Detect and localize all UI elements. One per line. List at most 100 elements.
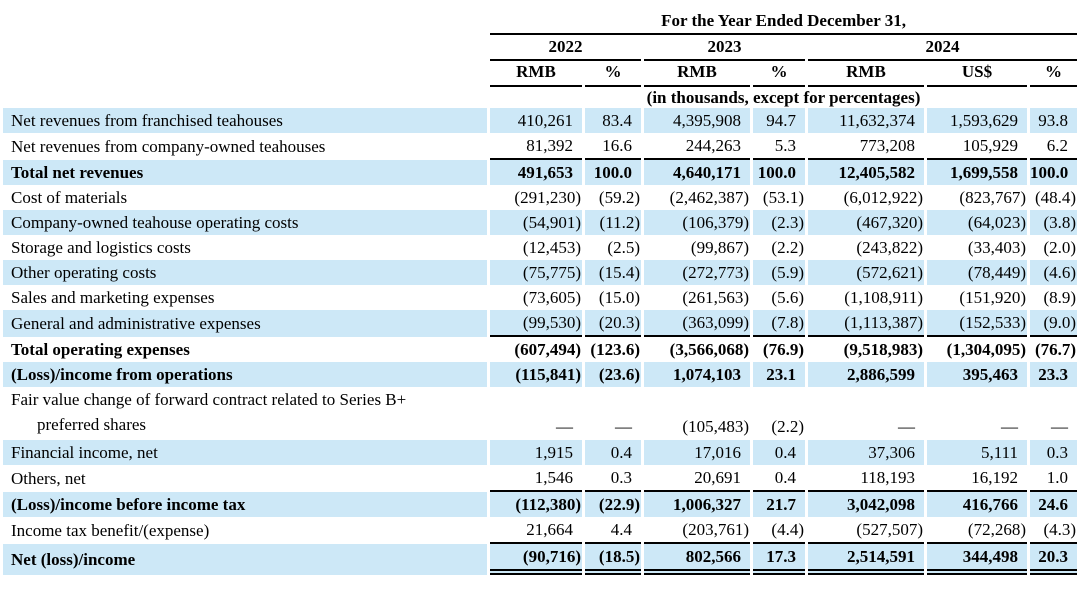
cell-rmb-2023: 20,691	[644, 465, 750, 492]
cell-rmb-2024: 118,193	[808, 465, 924, 492]
table-row: (Loss)/income from operations (115,841) …	[3, 362, 1078, 387]
cell-rmb-2022: (54,901)	[490, 210, 582, 235]
cell-usd-2024: (1,304,095)	[946, 339, 1026, 359]
table-row: Total net revenues 491,653 100.0 4,640,1…	[3, 160, 1078, 185]
col-header-usd-2024: US$	[927, 61, 1027, 87]
cell-rmb-2023: (106,379)	[644, 210, 750, 235]
cell-pct-2023: 23.1	[753, 362, 805, 387]
cell-rmb-2022: (291,230)	[514, 187, 581, 207]
cell-rmb-2024: (1,108,911)	[844, 287, 923, 307]
cell-rmb-2023: 4,395,908	[644, 108, 750, 133]
cell-rmb-2022: (607,494)	[514, 339, 581, 359]
cell-pct-2023: 21.7	[753, 492, 805, 517]
table-row: Other operating costs (75,775) (15.4) (2…	[3, 260, 1078, 285]
cell-pct-2023: (76.9)	[762, 339, 804, 359]
cell-rmb-2023: (272,773)	[644, 260, 750, 285]
cell-rmb-2022: 491,653	[490, 160, 582, 185]
cell-rmb-2022: 21,664	[490, 517, 582, 544]
cell-pct-2023: 0.4	[753, 440, 805, 465]
cell-rmb-2023: 802,566	[644, 544, 750, 575]
cell-rmb-2024: —	[898, 417, 915, 436]
cell-usd-2024: (151,920)	[959, 287, 1026, 307]
cell-pct-2022: (15.0)	[598, 287, 640, 307]
cell-rmb-2023: 244,263	[644, 133, 750, 160]
cell-pct-2024: 0.3	[1030, 440, 1078, 465]
year-header-2023: 2023	[644, 35, 805, 61]
table-row: Net revenues from franchised teahouses 4…	[3, 108, 1078, 133]
cell-usd-2024: (823,767)	[959, 187, 1026, 207]
cell-pct-2022: 0.4	[585, 440, 641, 465]
cell-pct-2022: (15.4)	[585, 260, 641, 285]
cell-pct-2024: (48.4)	[1034, 187, 1077, 207]
cell-pct-2022: (59.2)	[598, 187, 640, 207]
table-title: For the Year Ended December 31,	[490, 8, 1078, 35]
cell-usd-2024: (152,533)	[927, 310, 1027, 337]
cell-pct-2023: (2.2)	[771, 417, 804, 436]
header-units-row: (in thousands, except for percentages)	[3, 87, 1077, 108]
cell-rmb-2023: (2,462,387)	[669, 187, 749, 207]
row-label: Storage and logistics costs	[11, 238, 191, 257]
cell-rmb-2023: (261,563)	[682, 287, 749, 307]
cell-pct-2023: (5.9)	[753, 260, 805, 285]
cell-pct-2024: 100.0	[1030, 160, 1078, 185]
cell-pct-2022: (23.6)	[585, 362, 641, 387]
cell-rmb-2022: —	[556, 417, 573, 436]
cell-pct-2022: (18.5)	[585, 544, 641, 575]
cell-rmb-2024: 773,208	[808, 133, 924, 160]
cell-rmb-2024: 2,514,591	[808, 544, 924, 575]
cell-usd-2024: 416,766	[927, 492, 1027, 517]
cell-rmb-2023: 1,074,103	[644, 362, 750, 387]
row-label: Total operating expenses	[11, 340, 190, 359]
cell-pct-2023: 0.4	[753, 465, 805, 492]
cell-pct-2022: (123.6)	[590, 339, 640, 359]
table-row: Cost of materials (291,230) (59.2) (2,46…	[3, 185, 1077, 210]
cell-rmb-2024: 2,886,599	[808, 362, 924, 387]
cell-pct-2023: 17.3	[753, 544, 805, 575]
cell-pct-2023: 5.3	[753, 133, 805, 160]
table-row: General and administrative expenses (99,…	[3, 310, 1078, 337]
cell-pct-2024: (2.0)	[1043, 237, 1077, 257]
cell-pct-2024: (76.7)	[1034, 339, 1077, 359]
cell-rmb-2023: (203,761)	[644, 517, 750, 544]
cell-pct-2022: (22.9)	[585, 492, 641, 517]
cell-pct-2024: —	[1051, 417, 1069, 436]
cell-usd-2024: 395,463	[927, 362, 1027, 387]
header-spacer	[3, 35, 487, 61]
table-header: For the Year Ended December 31, 2022 202…	[3, 8, 1078, 108]
table-row: Others, net 1,546 0.3 20,691 0.4 118,193…	[3, 465, 1078, 492]
row-label: Other operating costs	[3, 260, 487, 285]
cell-usd-2024: (78,449)	[927, 260, 1027, 285]
cell-rmb-2024: (572,621)	[808, 260, 924, 285]
cell-pct-2024: (9.0)	[1030, 310, 1078, 337]
row-label: Net revenues from company-owned teahouse…	[11, 137, 326, 156]
cell-rmb-2023: 1,006,327	[644, 492, 750, 517]
cell-rmb-2022: (12,453)	[522, 237, 581, 257]
cell-rmb-2024: 3,042,098	[808, 492, 924, 517]
cell-pct-2023: (2.3)	[753, 210, 805, 235]
cell-pct-2024: 20.3	[1030, 544, 1078, 575]
header-title-row: For the Year Ended December 31,	[3, 8, 1078, 35]
cell-usd-2024: (72,268)	[927, 517, 1027, 544]
row-label: General and administrative expenses	[3, 310, 487, 337]
table-row: Total operating expenses (607,494) (123.…	[3, 337, 1077, 362]
cell-rmb-2024: (243,822)	[856, 237, 923, 257]
cell-pct-2024: (3.8)	[1030, 210, 1078, 235]
table-row: Net (loss)/income (90,716) (18.5) 802,56…	[3, 544, 1078, 575]
cell-pct-2023: (2.2)	[771, 237, 804, 257]
cell-rmb-2024: (467,320)	[808, 210, 924, 235]
cell-rmb-2024: (527,507)	[808, 517, 924, 544]
cell-pct-2022: (2.5)	[607, 237, 640, 257]
header-spacer	[3, 87, 487, 108]
cell-rmb-2023: (105,483)	[682, 417, 749, 436]
row-label: Total net revenues	[3, 160, 487, 185]
row-label: Others, net	[11, 469, 86, 488]
row-label: Financial income, net	[3, 440, 487, 465]
cell-rmb-2022: (115,841)	[490, 362, 582, 387]
cell-pct-2023: (4.4)	[753, 517, 805, 544]
table-body: Net revenues from franchised teahouses 4…	[3, 108, 1078, 575]
cell-pct-2022: (11.2)	[585, 210, 641, 235]
cell-pct-2022: 0.3	[585, 465, 641, 492]
cell-pct-2022: 4.4	[585, 517, 641, 544]
cell-pct-2024: 24.6	[1030, 492, 1078, 517]
header-spacer	[3, 8, 487, 35]
